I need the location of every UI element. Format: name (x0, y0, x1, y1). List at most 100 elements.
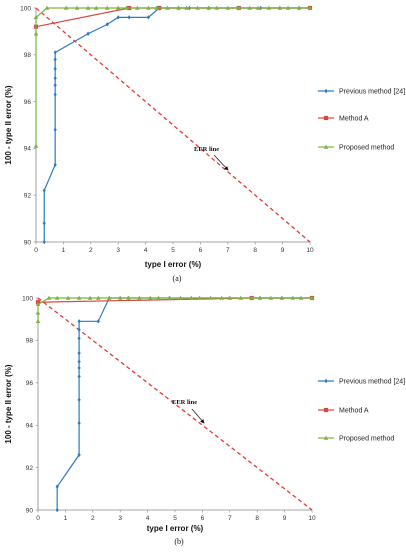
x-tick-label: 9 (283, 515, 287, 522)
data-point (77, 397, 81, 402)
y-tick-label: 94 (26, 423, 34, 430)
data-point (225, 5, 231, 10)
data-point (124, 5, 129, 10)
y-tick-label: 96 (26, 380, 34, 387)
data-point (95, 295, 101, 300)
chart-caption: (b) (174, 537, 184, 546)
data-point (104, 5, 110, 10)
legend-entry: Previous method [24] (318, 379, 405, 386)
data-point (42, 221, 46, 226)
legend-marker (323, 115, 329, 121)
series-triangle (35, 295, 315, 324)
data-point (77, 374, 81, 379)
chart-panel-1: 0 1 2 3 4 5 6 7 8 9 10 90 92 94 96 98 100 type I error (%… (4, 5, 405, 283)
data-point (35, 318, 41, 324)
legend-label: Proposed method (339, 145, 394, 152)
data-point (46, 295, 52, 300)
data-point (219, 295, 224, 300)
x-tick-label: 5 (173, 515, 177, 522)
series-triangle (33, 5, 313, 148)
data-point (214, 5, 220, 10)
data-point (77, 452, 81, 458)
y-tick-label: 100 (20, 5, 31, 12)
data-point (184, 5, 189, 10)
data-point (85, 5, 91, 10)
x-tick-label: 1 (62, 247, 66, 254)
data-point (77, 336, 81, 341)
data-point (105, 22, 109, 27)
data-point (53, 162, 57, 167)
data-point (53, 76, 57, 81)
data-point (76, 295, 82, 300)
data-point (77, 319, 81, 324)
data-point (33, 14, 39, 20)
x-tick-label: 3 (116, 247, 120, 254)
legend-entry: Method A (318, 116, 369, 123)
x-tick-label: 0 (36, 515, 40, 522)
eer-line-label: EER line (194, 146, 219, 153)
x-tick-label: 10 (306, 247, 314, 254)
x-tick-label: 7 (228, 515, 232, 522)
eer-line (37, 297, 313, 511)
y-tick-label: 98 (24, 52, 32, 59)
legend-entry: Method A (318, 408, 369, 415)
data-point (238, 295, 244, 300)
legend-entry: Proposed method (318, 436, 394, 443)
legend-label: Proposed method (339, 436, 394, 443)
data-point (206, 5, 211, 10)
data-point (53, 66, 57, 72)
data-point (42, 239, 46, 245)
y-tick-label: 94 (24, 146, 32, 153)
y-tick-label: 96 (24, 99, 32, 106)
data-point (296, 5, 302, 10)
data-point (146, 5, 151, 10)
data-point (53, 127, 57, 132)
data-point (127, 15, 131, 20)
data-point (279, 295, 285, 300)
data-point (298, 295, 304, 300)
data-point (77, 350, 81, 356)
series-line (43, 7, 310, 242)
data-point (307, 5, 313, 10)
eer-label-arrow (191, 408, 205, 424)
data-point (44, 5, 50, 10)
y-tick-label: 90 (24, 239, 32, 246)
series-line (35, 7, 310, 147)
x-tick-label: 7 (226, 247, 230, 254)
eer-line (35, 7, 311, 243)
data-point (266, 5, 272, 10)
data-point (255, 5, 261, 10)
legend-label: Previous method [24] (339, 89, 405, 96)
data-point (55, 484, 59, 489)
data-point (236, 5, 242, 10)
data-point (154, 5, 159, 10)
data-point (247, 5, 253, 10)
data-point (42, 188, 46, 193)
data-point (86, 31, 90, 36)
x-tick-label: 0 (34, 247, 38, 254)
legend-marker (324, 378, 328, 384)
data-point (115, 5, 121, 10)
data-point (268, 295, 274, 300)
y-tick-label: 100 (22, 295, 33, 302)
x-axis-label: type I error (%) (145, 260, 202, 269)
data-point (290, 295, 296, 300)
data-point (53, 57, 57, 62)
legend-entry: Previous method [24] (318, 89, 405, 96)
x-tick-label: 2 (91, 515, 95, 522)
data-point (65, 295, 71, 300)
data-point (35, 310, 41, 315)
data-point (96, 319, 100, 324)
x-tick-label: 5 (171, 247, 175, 254)
legend-label: Method A (339, 116, 369, 123)
legend-marker (323, 407, 329, 413)
data-point (167, 295, 172, 300)
data-point (77, 359, 81, 364)
legend-marker (323, 144, 329, 149)
y-tick-label: 92 (26, 465, 34, 472)
legend-label: Method A (339, 408, 369, 415)
data-point (126, 295, 131, 300)
x-tick-label: 6 (199, 247, 203, 254)
data-point (77, 365, 81, 371)
